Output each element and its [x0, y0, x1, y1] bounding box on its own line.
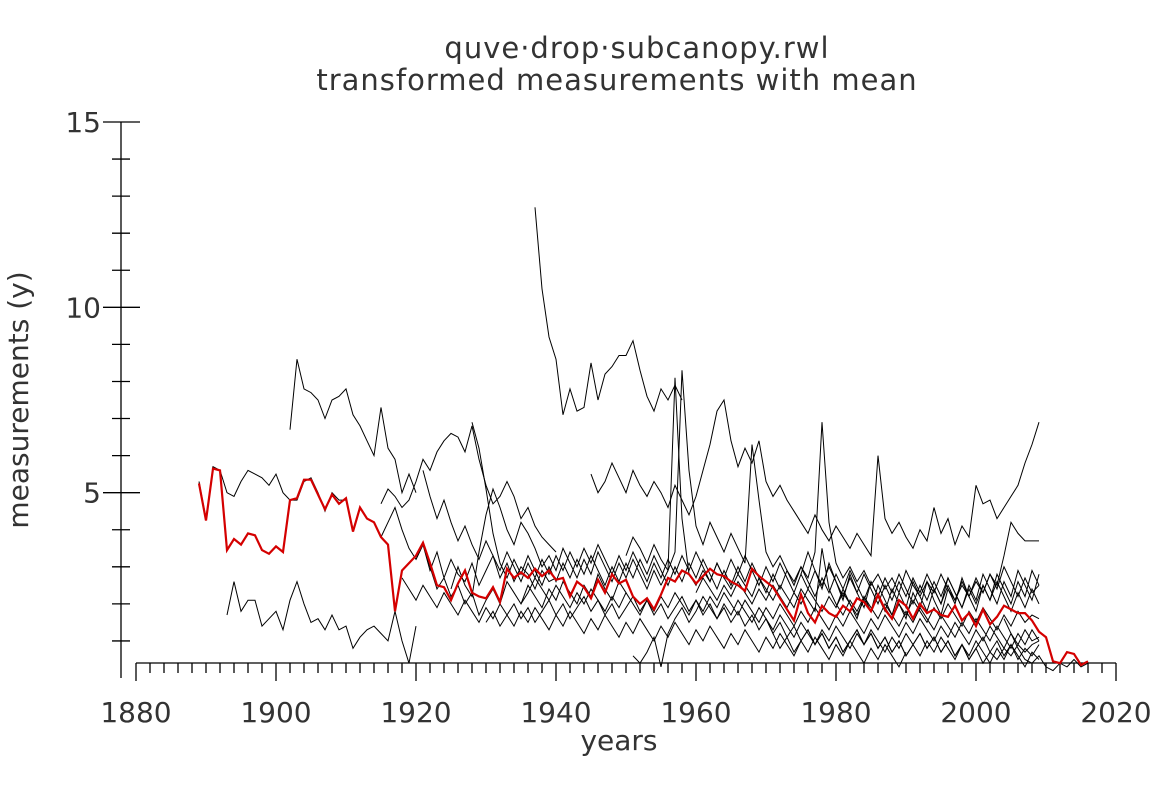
- series-line: [520, 576, 1040, 650]
- y-tick-label: 15: [65, 106, 101, 139]
- x-tick-label: 1880: [100, 696, 171, 729]
- series-line: [534, 207, 683, 415]
- series-line: [765, 618, 1040, 661]
- y-axis-label: measurements (y): [2, 271, 35, 528]
- series-line: [450, 487, 662, 598]
- chart-title: quve·drop·subcanopy.rwl: [444, 31, 829, 65]
- x-tick-label: 1900: [240, 696, 311, 729]
- series-layer: [197, 207, 1089, 672]
- series-line: [226, 580, 417, 664]
- axes: 1880 1900 1920 1940 1960 1980 2000 2020 5 10 15: [65, 106, 1151, 729]
- chart-subtitle: transformed measurements with mean: [316, 63, 917, 97]
- x-tick-label: 2020: [1080, 696, 1151, 729]
- x-tick-label: 1960: [660, 696, 731, 729]
- series-line: [590, 398, 1040, 558]
- series-line: [380, 506, 557, 591]
- series-line: [660, 377, 1040, 650]
- series-line: [289, 359, 417, 495]
- x-axis-label: years: [580, 724, 657, 757]
- y-tick-label: 5: [83, 477, 101, 510]
- x-tick-label: 1920: [380, 696, 451, 729]
- series-line: [401, 577, 907, 668]
- mean-series-line: [197, 467, 1089, 667]
- y-tick-label: 10: [65, 291, 101, 324]
- series-line: [1003, 618, 1089, 672]
- series-line: [380, 425, 557, 553]
- x-tick-label: 1980: [800, 696, 871, 729]
- x-tick-label: 2000: [940, 696, 1011, 729]
- series-line: [471, 422, 1040, 613]
- x-tick-label: 1940: [520, 696, 591, 729]
- series-line: [632, 595, 1040, 668]
